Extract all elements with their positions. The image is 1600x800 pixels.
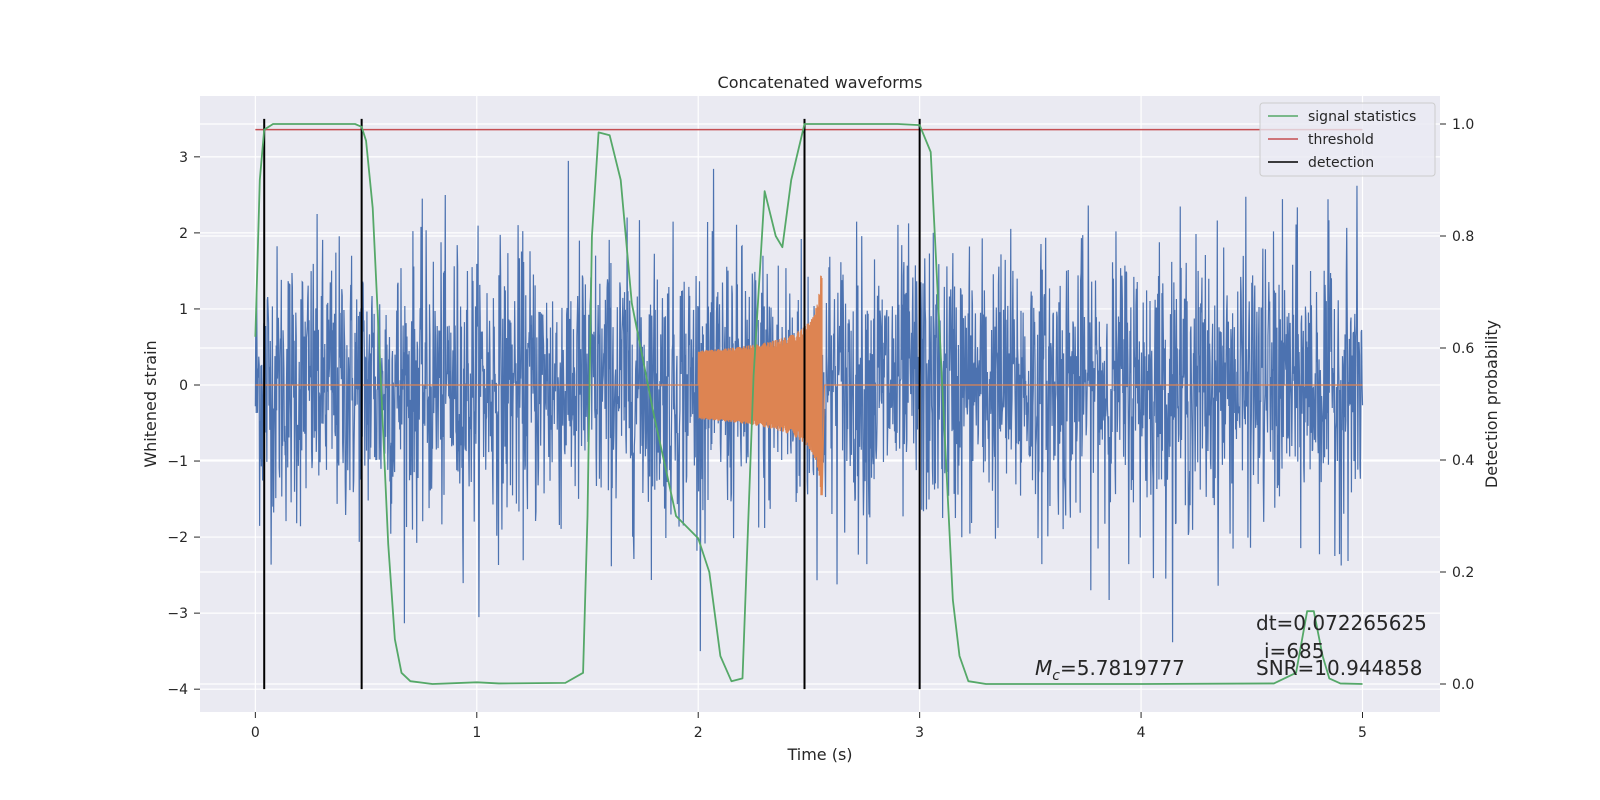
y-right-tick-label: 0.6 <box>1452 341 1474 357</box>
x-tick-label: 3 <box>915 725 924 741</box>
detection-series <box>263 118 921 690</box>
chart-title: Concatenated waveforms <box>718 73 923 92</box>
x-tick-label: 1 <box>472 725 481 741</box>
template-line <box>255 275 1363 496</box>
annotation-dt: dt=0.072265625 <box>1256 611 1427 635</box>
y-tick-label: 1 <box>179 302 188 318</box>
y-tick-label: −2 <box>167 530 188 546</box>
y-right-tick-label: 1.0 <box>1452 117 1474 133</box>
y-tick-label: 0 <box>179 378 188 394</box>
y-axis-right-label: Detection probability <box>1482 320 1501 488</box>
ticks: 0 1 2 3 4 5 3 2 1 0 −1 −2 −3 −4 1.0 0.8 0.6 0.4 0.2 0.0 <box>167 117 1474 741</box>
y-right-tick-label: 0.0 <box>1452 677 1474 693</box>
x-tick-label: 4 <box>1137 725 1146 741</box>
legend-label-threshold: threshold <box>1308 132 1374 148</box>
template-signal <box>255 275 1363 496</box>
y-tick-label: −1 <box>167 454 188 470</box>
y-tick-label: −3 <box>167 606 188 622</box>
annotation-snr: SNR=10.944858 <box>1256 656 1422 680</box>
annotation-chirp-mass: Mc=5.7819777 <box>1035 656 1185 684</box>
y-right-tick-label: 0.8 <box>1452 229 1474 245</box>
y-tick-label: 2 <box>179 226 188 242</box>
chirp-mass-symbol: M <box>1035 656 1052 680</box>
x-tick-label: 2 <box>694 725 703 741</box>
x-tick-label: 0 <box>251 725 260 741</box>
legend-label-detection: detection <box>1308 155 1374 171</box>
y-right-tick-label: 0.4 <box>1452 453 1474 469</box>
legend: signal statistics threshold detection <box>1259 102 1436 177</box>
y-tick-label: 3 <box>179 150 188 166</box>
signal-statistics-series <box>254 123 1363 685</box>
signal-statistics-line <box>254 123 1363 685</box>
chirp-mass-value: =5.7819777 <box>1060 656 1185 680</box>
y-right-tick-label: 0.2 <box>1452 565 1474 581</box>
annotation-index: i=685 <box>1264 639 1325 663</box>
legend-box <box>1259 102 1436 177</box>
legend-label-signal-statistics: signal statistics <box>1308 109 1416 125</box>
chirp-mass-subscript: c <box>1052 668 1060 684</box>
x-axis-label: Time (s) <box>786 745 852 764</box>
y-axis-label: Whitened strain <box>141 340 160 467</box>
x-tick-label: 5 <box>1358 725 1367 741</box>
y-tick-label: −4 <box>167 682 188 698</box>
